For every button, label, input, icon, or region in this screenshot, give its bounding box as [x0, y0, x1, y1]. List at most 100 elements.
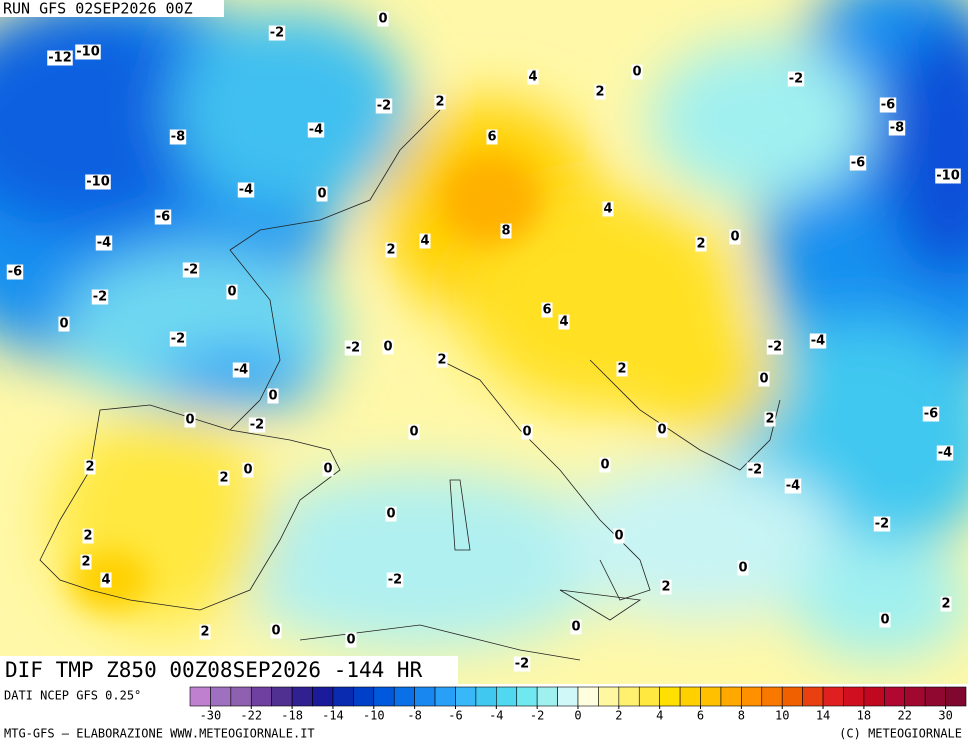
label-bg: [385, 242, 397, 258]
contour-label: -6: [924, 407, 938, 422]
colorbar-tick-label: 30: [938, 709, 952, 723]
label-bg: [58, 316, 70, 332]
coastlines: [39, 109, 781, 661]
colorbar-swatch: [618, 686, 640, 707]
label-bg: [169, 129, 187, 145]
colorbar-swatch: [945, 686, 967, 707]
label-bg: [936, 445, 954, 461]
contour-label: 2: [386, 243, 395, 258]
colorbar-swatch: [516, 686, 538, 707]
colorbar-swatch: [353, 686, 375, 707]
contour-label: -4: [786, 479, 800, 494]
source-label: DATI NCEP GFS 0.25°: [4, 689, 141, 703]
label-bg: [602, 201, 614, 217]
colorbar-swatch: [924, 686, 946, 707]
label-bg: [737, 560, 749, 576]
contour-label: -2: [184, 263, 198, 278]
label-bg: [345, 632, 357, 648]
colorbar-swatch: [312, 686, 334, 707]
contour-label: -4: [234, 363, 248, 378]
label-bg: [386, 572, 404, 588]
label-bg: [268, 25, 286, 41]
label-bg: [879, 97, 897, 113]
contour-label: 0: [738, 561, 747, 576]
colorbar-swatch: [904, 686, 926, 707]
contour-label: 0: [268, 389, 277, 404]
label-bg: [656, 422, 668, 438]
colorbar-swatch: [210, 686, 232, 707]
colorbar-swatch: [659, 686, 681, 707]
contour-label: -2: [789, 72, 803, 87]
colorbar-swatch: [884, 686, 906, 707]
contour-label: 0: [522, 425, 531, 440]
contour-label: -2: [346, 341, 360, 356]
contour-label: 4: [528, 70, 537, 85]
label-bg: [419, 233, 431, 249]
contour-label: -4: [811, 334, 825, 349]
contour-label: 0: [759, 372, 768, 387]
label-bg: [84, 459, 96, 475]
contour-label: -2: [388, 573, 402, 588]
label-bg: [226, 284, 238, 300]
label-bg: [270, 623, 282, 639]
colorbar-swatch: [434, 686, 456, 707]
contour-label: 4: [420, 234, 429, 249]
colorbar-tick-label: -18: [281, 709, 303, 723]
label-bg: [344, 340, 362, 356]
colorbar-swatch: [761, 686, 783, 707]
colorbar-tick-label: 18: [857, 709, 871, 723]
colorbar-swatch: [781, 686, 803, 707]
contour-label: 0: [59, 317, 68, 332]
label-bg: [758, 371, 770, 387]
label-bg: [237, 182, 255, 198]
label-bg: [873, 516, 891, 532]
label-bg: [184, 412, 196, 428]
label-bg: [169, 331, 187, 347]
label-bg: [100, 572, 112, 588]
colorbar-tick-label: -14: [322, 709, 344, 723]
colorbar-swatch: [373, 686, 395, 707]
run-label: RUN GFS 02SEP2026 00Z: [3, 0, 193, 18]
contour-label: -2: [875, 517, 889, 532]
contour-label: -10: [76, 45, 100, 60]
label-bg: [375, 98, 393, 114]
contour-label: -2: [250, 418, 264, 433]
label-bg: [154, 209, 172, 225]
colorbar-tick-label: 14: [816, 709, 830, 723]
contour-label: -4: [309, 123, 323, 138]
contour-label: -6: [156, 210, 170, 225]
label-bg: [764, 411, 776, 427]
contour-label: 6: [542, 303, 551, 318]
label-bg: [316, 186, 328, 202]
colorbar-swatch: [414, 686, 436, 707]
contour-label: 0: [271, 624, 280, 639]
label-bg: [182, 262, 200, 278]
label-bg: [91, 289, 109, 305]
label-bg: [80, 554, 92, 570]
label-bg: [232, 362, 250, 378]
label-bg: [616, 361, 628, 377]
colorbar-tick-label: -2: [530, 709, 544, 723]
contour-label: -2: [768, 340, 782, 355]
label-bg: [322, 461, 334, 477]
colorbar-tick-label: -8: [407, 709, 421, 723]
contour-label: 2: [661, 580, 670, 595]
contour-label: 0: [317, 187, 326, 202]
label-bg: [242, 462, 254, 478]
contour-label: -4: [938, 446, 952, 461]
colorbar: -30 -22 -18 -14 -10 -8 -6 -4 -2 0 2 4 6 8 10 14 18 22 30: [189, 686, 967, 723]
contour-label: -10: [936, 169, 960, 184]
contour-label: -6: [851, 156, 865, 171]
label-bg: [849, 155, 867, 171]
colorbar-tick-label: -6: [448, 709, 462, 723]
label-bg: [248, 417, 266, 433]
contour-label: -6: [881, 98, 895, 113]
colorbar-tick-label: 0: [574, 709, 581, 723]
contour-label: 0: [386, 507, 395, 522]
label-bg: [541, 302, 553, 318]
label-bg: [267, 388, 279, 404]
label-bg: [809, 333, 827, 349]
contour-label: -6: [8, 265, 22, 280]
colorbar-swatch: [393, 686, 415, 707]
map-title: DIF TMP Z850 00Z08SEP2026 -144 HR: [5, 658, 423, 682]
